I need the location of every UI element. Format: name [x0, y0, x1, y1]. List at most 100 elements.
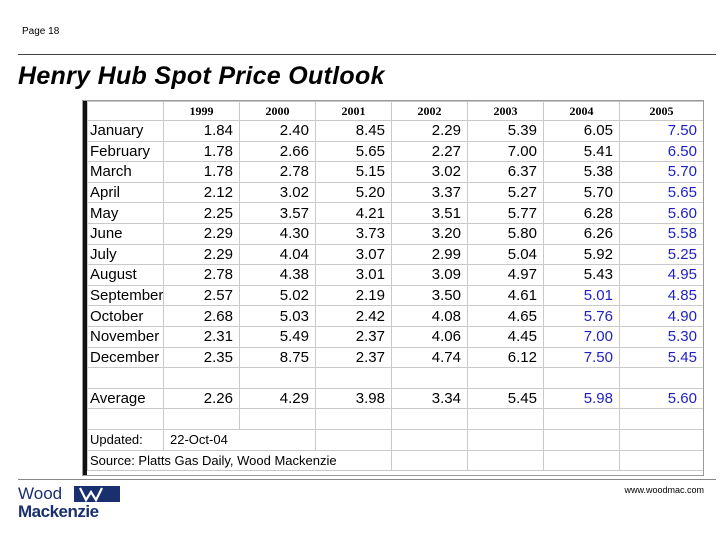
top-divider: [18, 54, 716, 55]
price-cell: 3.37: [391, 181, 468, 204]
table-row-september: September 2.57 5.02 2.19 3.50 4.61 5.01 4.85: [87, 284, 703, 307]
month-label: March: [87, 161, 164, 183]
website-url[interactable]: www.woodmac.com: [624, 485, 704, 495]
price-cell: 4.85: [619, 284, 703, 307]
table-row-source: Source: Platts Gas Daily, Wood Mackenzie: [87, 449, 703, 472]
empty-cell: [467, 408, 544, 430]
empty-cell: [619, 408, 703, 430]
price-cell: 2.37: [315, 325, 392, 348]
empty-cell: [87, 408, 164, 430]
price-cell: 7.50: [543, 346, 620, 369]
price-cell: 2.42: [315, 305, 392, 327]
table-row-july: July 2.29 4.04 3.07 2.99 5.04 5.92 5.25: [87, 243, 703, 266]
price-cell: 2.99: [391, 243, 468, 266]
price-cell: 1.78: [163, 161, 240, 183]
price-cell: 5.25: [619, 243, 703, 266]
price-cell: 5.77: [467, 202, 544, 224]
month-label: June: [87, 222, 164, 245]
empty-cell: [619, 428, 703, 451]
table-row-november: November 2.31 5.49 2.37 4.06 4.45 7.00 5.30: [87, 325, 703, 348]
price-cell: 6.28: [543, 202, 620, 224]
wood-mackenzie-logo: Wood Mackenzie: [18, 484, 128, 524]
average-cell: 3.34: [391, 387, 468, 410]
month-label: December: [87, 346, 164, 369]
price-cell: 5.70: [619, 161, 703, 183]
price-cell: 5.60: [619, 202, 703, 224]
price-cell: 5.38: [543, 161, 620, 183]
price-cell: 4.21: [315, 202, 392, 224]
price-cell: 3.51: [391, 202, 468, 224]
month-label: November: [87, 325, 164, 348]
price-cell: 4.06: [391, 325, 468, 348]
average-label: Average: [87, 387, 164, 410]
price-cell: 5.49: [239, 325, 316, 348]
price-cell: 4.45: [467, 325, 544, 348]
empty-cell: [315, 367, 392, 389]
empty-cell: [467, 449, 544, 472]
price-cell: 7.00: [467, 140, 544, 163]
price-cell: 2.19: [315, 284, 392, 307]
average-cell: 3.98: [315, 387, 392, 410]
price-cell: 4.90: [619, 305, 703, 327]
price-cell: 4.74: [391, 346, 468, 369]
month-label: February: [87, 140, 164, 163]
price-cell: 5.80: [467, 222, 544, 245]
table-row-december: December 2.35 8.75 2.37 4.74 6.12 7.50 5.45: [87, 346, 703, 369]
month-label: August: [87, 264, 164, 286]
price-cell: 3.01: [315, 264, 392, 286]
price-cell: 2.35: [163, 346, 240, 369]
month-label: July: [87, 243, 164, 266]
table-row-blank: [87, 367, 703, 389]
updated-label: Updated:: [87, 428, 164, 451]
slide-title: Henry Hub Spot Price Outlook: [18, 62, 385, 90]
average-cell: 5.45: [467, 387, 544, 410]
year-header-2004: 2004: [543, 101, 620, 121]
price-cell: 6.26: [543, 222, 620, 245]
empty-cell: [315, 428, 392, 451]
empty-cell: [391, 449, 468, 472]
price-cell: 3.02: [391, 161, 468, 183]
table-row-june: June 2.29 4.30 3.73 3.20 5.80 6.26 5.58: [87, 222, 703, 245]
price-cell: 2.57: [163, 284, 240, 307]
price-cell: 4.61: [467, 284, 544, 307]
price-cell: 4.08: [391, 305, 468, 327]
year-header-2001: 2001: [315, 101, 392, 121]
empty-cell: [543, 428, 620, 451]
price-cell: 5.76: [543, 305, 620, 327]
price-cell: 5.01: [543, 284, 620, 307]
price-cell: 3.09: [391, 264, 468, 286]
price-cell: 1.78: [163, 140, 240, 163]
table-row-april: April 2.12 3.02 5.20 3.37 5.27 5.70 5.65: [87, 181, 703, 204]
month-label: May: [87, 202, 164, 224]
price-cell: 3.02: [239, 181, 316, 204]
price-cell: 2.12: [163, 181, 240, 204]
price-cell: 3.57: [239, 202, 316, 224]
table-row-august: August 2.78 4.38 3.01 3.09 4.97 5.43 4.95: [87, 264, 703, 286]
logo-word-mackenzie: Mackenzie: [18, 502, 99, 521]
price-cell: 6.50: [619, 140, 703, 163]
price-cell: 2.66: [239, 140, 316, 163]
empty-cell: [619, 449, 703, 472]
empty-cell: [543, 408, 620, 430]
year-header-2005: 2005: [619, 101, 703, 121]
price-cell: 2.78: [239, 161, 316, 183]
month-label: January: [87, 120, 164, 142]
price-cell: 3.20: [391, 222, 468, 245]
price-cell: 5.39: [467, 120, 544, 142]
empty-cell: [467, 367, 544, 389]
price-cell: 2.68: [163, 305, 240, 327]
table-header-row: 1999 2000 2001 2002 2003 2004 2005: [87, 101, 703, 121]
price-cell: 5.02: [239, 284, 316, 307]
price-cell: 2.29: [163, 243, 240, 266]
price-cell: 5.41: [543, 140, 620, 163]
price-cell: 5.04: [467, 243, 544, 266]
table-row-march: March 1.78 2.78 5.15 3.02 6.37 5.38 5.70: [87, 161, 703, 183]
price-cell: 5.20: [315, 181, 392, 204]
price-cell: 5.15: [315, 161, 392, 183]
month-label: October: [87, 305, 164, 327]
price-table: 1999 2000 2001 2002 2003 2004 2005 January 1.84 2…: [87, 101, 703, 472]
year-header-2000: 2000: [239, 101, 316, 121]
average-cell: 5.98: [543, 387, 620, 410]
price-cell: 6.12: [467, 346, 544, 369]
month-label: April: [87, 181, 164, 204]
